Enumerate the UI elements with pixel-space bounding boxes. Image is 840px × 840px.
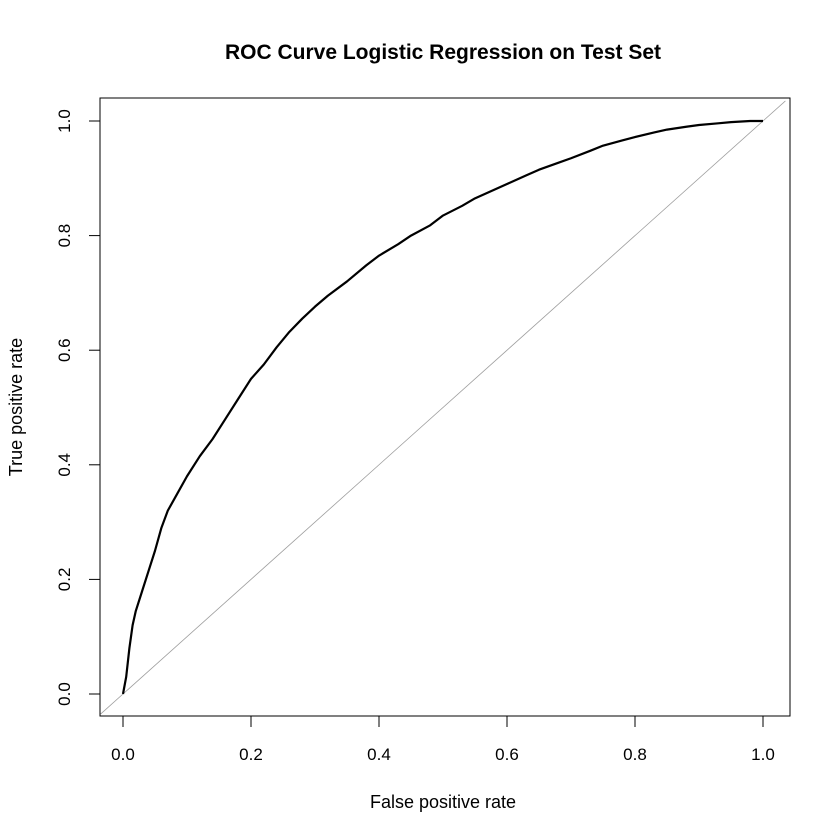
- y-axis-label: True positive rate: [6, 338, 26, 476]
- x-tick-label: 0.4: [367, 745, 391, 764]
- x-tick-label: 0.6: [495, 745, 519, 764]
- x-tick-label: 0.2: [239, 745, 263, 764]
- x-tick-label: 1.0: [751, 745, 775, 764]
- x-axis-label: False positive rate: [370, 792, 516, 812]
- y-tick-label: 0.0: [55, 682, 74, 706]
- y-tick-label: 1.0: [55, 109, 74, 133]
- diagonal-reference-line: [100, 100, 786, 715]
- y-tick-label: 0.6: [55, 338, 74, 362]
- y-tick-label: 0.8: [55, 224, 74, 248]
- x-axis: 0.0 0.2 0.4 0.6 0.8 1.0: [111, 715, 775, 764]
- diagonal-layer: [100, 100, 786, 715]
- y-tick-label: 0.2: [55, 568, 74, 592]
- y-tick-label: 0.4: [55, 453, 74, 477]
- curve-layer: [121, 119, 763, 695]
- plot-frame: [99, 97, 791, 717]
- y-axis: 0.0 0.2 0.4 0.6 0.8 1.0: [55, 109, 101, 706]
- x-tick-label: 0.0: [111, 745, 135, 764]
- roc-curve-line: [121, 119, 763, 695]
- x-tick-label: 0.8: [623, 745, 647, 764]
- chart-title: ROC Curve Logistic Regression on Test Se…: [225, 41, 661, 64]
